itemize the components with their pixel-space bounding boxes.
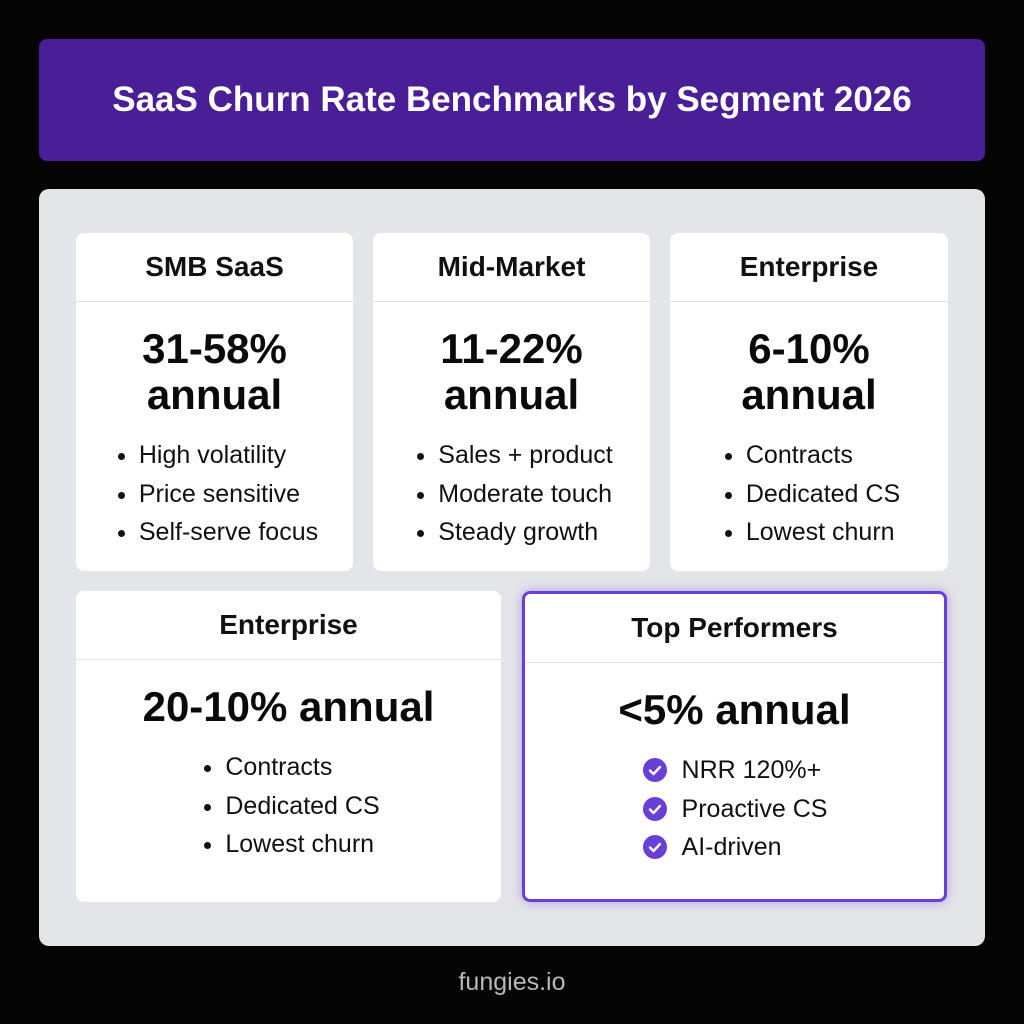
bullet: Lowest churn xyxy=(225,825,379,864)
check-icon xyxy=(642,796,667,821)
card-value: 31-58% annual xyxy=(142,325,287,418)
card-title: Enterprise xyxy=(670,233,948,302)
bullet: Contracts xyxy=(225,748,379,787)
card: Top Performers <5% annual NRR 120%+ Proacti… xyxy=(522,591,947,902)
card: SMB SaaS 31-58% annual High volatilityPric… xyxy=(76,233,353,571)
card-value: <5% annual xyxy=(618,686,851,733)
bullet-list: ContractsDedicated CSLowest churn xyxy=(197,748,379,864)
bullet: Sales + product xyxy=(438,436,612,475)
bullet: Dedicated CS xyxy=(746,475,900,514)
bullet: Lowest churn xyxy=(746,513,900,552)
check-icon xyxy=(642,758,667,783)
check-icon xyxy=(642,835,667,860)
card: Mid-Market 11-22% annual Sales + productMo… xyxy=(373,233,650,571)
bullet-text: Proactive CS xyxy=(681,794,828,823)
bullet-list: High volatilityPrice sensitiveSelf-serve… xyxy=(111,436,318,552)
card-value: 20-10% annual xyxy=(142,683,435,730)
bullet: Proactive CS xyxy=(642,790,828,829)
card: Enterprise 20-10% annual ContractsDedicate… xyxy=(76,591,501,902)
bullet: Dedicated CS xyxy=(225,787,379,826)
card-title: Top Performers xyxy=(525,594,944,663)
bullet-list: NRR 120%+ Proactive CS AI-driven xyxy=(642,751,828,867)
bullet: AI-driven xyxy=(642,828,828,867)
card-title: Mid-Market xyxy=(373,233,650,302)
card-title: Enterprise xyxy=(76,591,501,660)
bullet: NRR 120%+ xyxy=(642,751,828,790)
card-value: 6-10% annual xyxy=(741,325,877,418)
bullet: Price sensitive xyxy=(139,475,318,514)
card: Enterprise 6-10% annual ContractsDedicated… xyxy=(670,233,948,571)
title: SaaS Churn Rate Benchmarks by Segment 20… xyxy=(112,80,912,119)
bullet-list: Sales + productModerate touchSteady grow… xyxy=(410,436,612,552)
footer: fungies.io xyxy=(458,968,566,996)
bullet-list: ContractsDedicated CSLowest churn xyxy=(718,436,900,552)
bullet: Self-serve focus xyxy=(139,513,318,552)
card-title: SMB SaaS xyxy=(76,233,353,302)
bullet: Contracts xyxy=(746,436,900,475)
bullet-text: NRR 120%+ xyxy=(681,756,822,784)
bullet: Steady growth xyxy=(438,513,612,552)
card-value: 11-22% annual xyxy=(440,325,583,418)
header: SaaS Churn Rate Benchmarks by Segment 20… xyxy=(39,39,985,161)
bullet: Moderate touch xyxy=(438,475,612,514)
bullet-text: AI-driven xyxy=(681,833,782,861)
bullet: High volatility xyxy=(139,436,318,475)
